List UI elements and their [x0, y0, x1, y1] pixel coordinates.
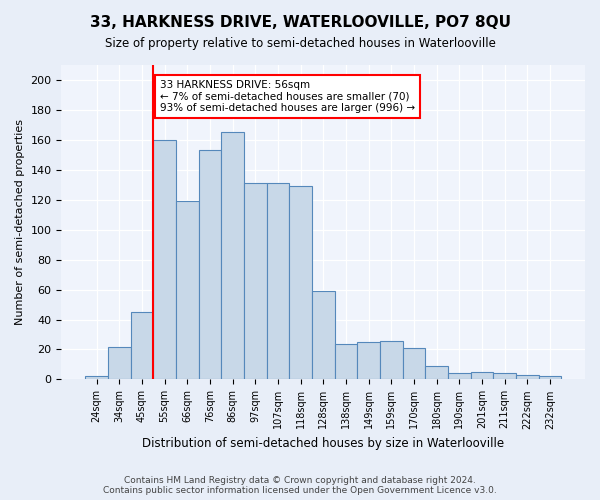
Y-axis label: Number of semi-detached properties: Number of semi-detached properties [15, 119, 25, 325]
Bar [470, 372, 493, 380]
Bar [312, 291, 335, 380]
Bar [357, 342, 380, 380]
Bar [493, 374, 516, 380]
Bar [266, 184, 289, 380]
Bar [108, 346, 131, 380]
Bar [448, 374, 470, 380]
Bar [176, 202, 199, 380]
Text: 33, HARKNESS DRIVE, WATERLOOVILLE, PO7 8QU: 33, HARKNESS DRIVE, WATERLOOVILLE, PO7 8… [89, 15, 511, 30]
Text: Size of property relative to semi-detached houses in Waterlooville: Size of property relative to semi-detach… [104, 38, 496, 51]
Bar [244, 184, 266, 380]
Bar [221, 132, 244, 380]
Bar [425, 366, 448, 380]
Bar [199, 150, 221, 380]
Bar [380, 340, 403, 380]
Bar [131, 312, 153, 380]
Bar [539, 376, 561, 380]
Bar [85, 376, 108, 380]
Bar [516, 375, 539, 380]
Text: Contains HM Land Registry data © Crown copyright and database right 2024.
Contai: Contains HM Land Registry data © Crown c… [103, 476, 497, 495]
Text: 33 HARKNESS DRIVE: 56sqm
← 7% of semi-detached houses are smaller (70)
93% of se: 33 HARKNESS DRIVE: 56sqm ← 7% of semi-de… [160, 80, 415, 113]
X-axis label: Distribution of semi-detached houses by size in Waterlooville: Distribution of semi-detached houses by … [142, 437, 504, 450]
Bar [289, 186, 312, 380]
Bar [403, 348, 425, 380]
Bar [335, 344, 357, 380]
Bar [153, 140, 176, 380]
